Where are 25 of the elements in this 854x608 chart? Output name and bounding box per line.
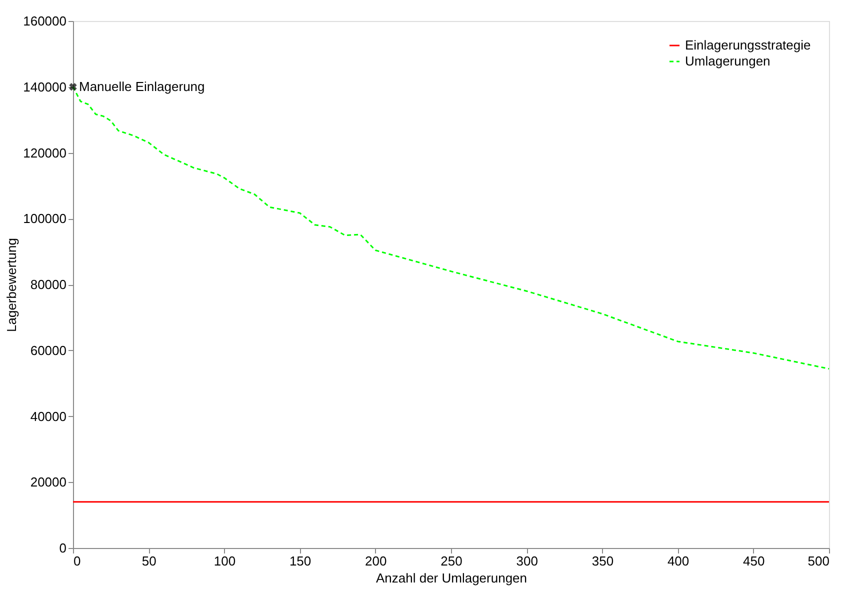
annotation: Manuelle Einlagerung xyxy=(79,78,205,94)
y-tick-label: 20000 xyxy=(30,474,66,490)
y-tick-label: 140000 xyxy=(23,79,66,94)
y-tick-label: 0 xyxy=(59,540,66,556)
x-tick-label: 500 xyxy=(808,554,830,568)
y-tick-label: 80000 xyxy=(30,277,66,292)
x-tick-label: 100 xyxy=(214,554,236,568)
y-tick-label: 160000 xyxy=(23,14,66,28)
x-tick-label: 350 xyxy=(592,554,614,568)
legend-label: Umlagerungen xyxy=(685,54,770,68)
x-axis-title: Anzahl der Umlagerungen xyxy=(376,570,528,586)
x-tick-label: 0 xyxy=(74,554,81,568)
x-tick-label: 400 xyxy=(667,554,690,568)
y-tick-label: 100000 xyxy=(23,211,66,226)
x-tick-label: 450 xyxy=(743,554,765,568)
x-tick-label: 250 xyxy=(440,554,462,568)
y-tick-label: 40000 xyxy=(30,408,66,424)
y-tick-label: 60000 xyxy=(30,342,66,358)
x-tick-label: 300 xyxy=(516,554,538,568)
legend-label: Einlagerungsstrategie xyxy=(685,38,811,52)
y-axis-title: Lagerbewertung xyxy=(4,238,20,332)
x-tick-label: 200 xyxy=(365,554,387,568)
x-tick-label: 50 xyxy=(142,554,156,568)
y-tick-label: 120000 xyxy=(23,145,66,160)
x-tick-label: 150 xyxy=(289,554,312,568)
